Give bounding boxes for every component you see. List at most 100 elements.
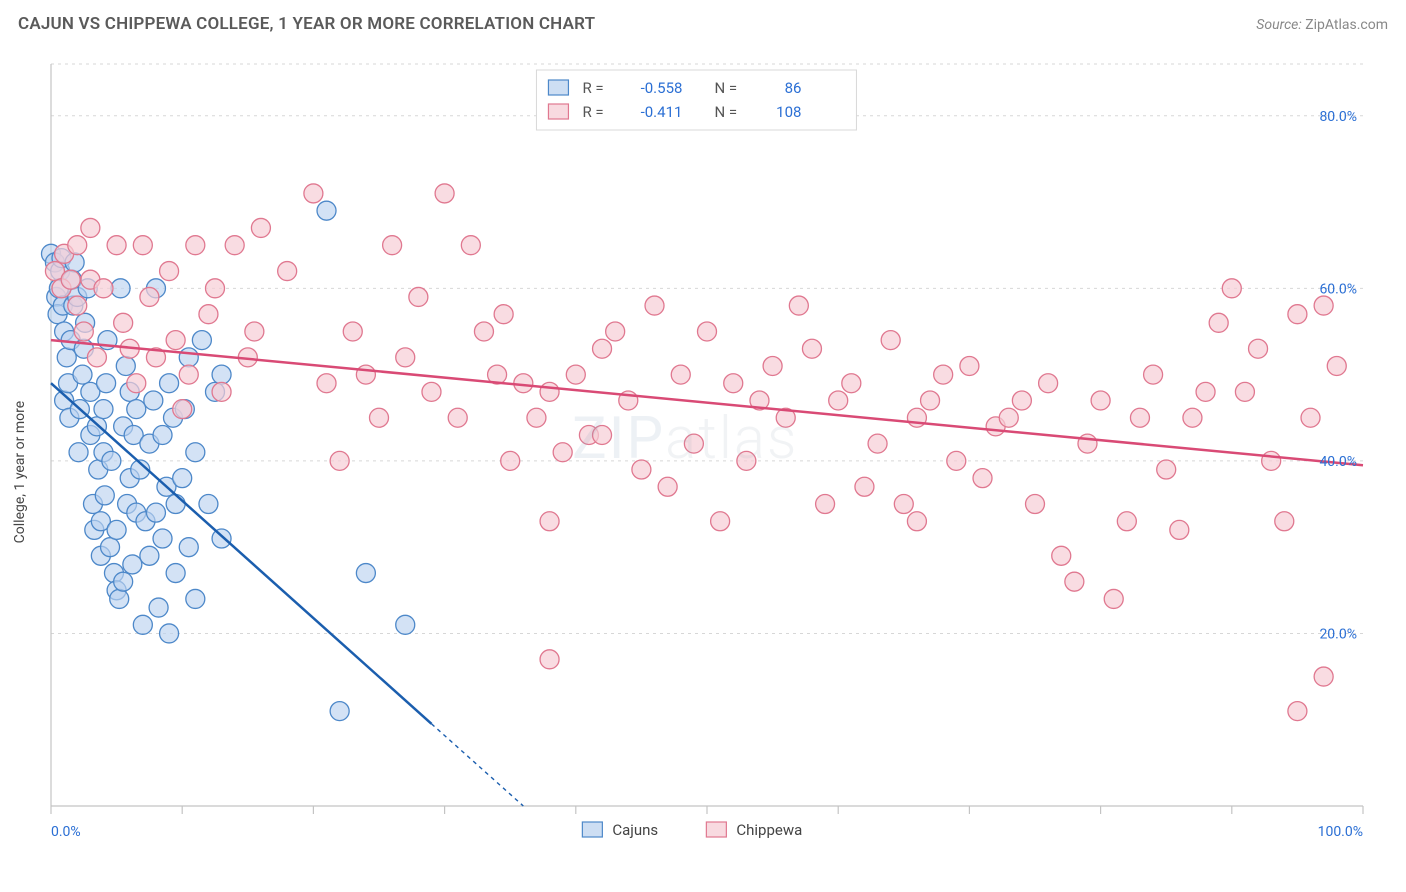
data-point-chippewa: [61, 270, 80, 289]
data-point-chippewa: [383, 236, 402, 255]
data-point-chippewa: [1288, 305, 1307, 324]
data-point-chippewa: [1026, 495, 1045, 514]
data-point-chippewa: [422, 382, 441, 401]
data-point-chippewa: [356, 365, 375, 384]
data-point-cajuns: [97, 374, 116, 393]
data-point-chippewa: [1157, 460, 1176, 479]
bottom-legend-label: Cajuns: [612, 821, 658, 839]
data-point-chippewa: [173, 400, 192, 419]
data-point-chippewa: [199, 305, 218, 324]
data-point-chippewa: [1262, 451, 1281, 470]
data-point-cajuns: [149, 598, 168, 617]
data-point-cajuns: [110, 589, 129, 608]
data-point-chippewa: [1301, 408, 1320, 427]
legend-stat-n-value: 86: [785, 79, 802, 97]
data-point-chippewa: [737, 451, 756, 470]
data-point-cajuns: [160, 624, 179, 643]
data-point-chippewa: [212, 382, 231, 401]
data-point-cajuns: [192, 331, 211, 350]
data-point-chippewa: [206, 279, 225, 298]
data-point-chippewa: [684, 434, 703, 453]
data-point-cajuns: [127, 400, 146, 419]
data-point-chippewa: [816, 495, 835, 514]
data-point-chippewa: [802, 339, 821, 358]
data-point-chippewa: [107, 236, 126, 255]
data-point-cajuns: [212, 365, 231, 384]
data-point-chippewa: [698, 322, 717, 341]
legend-stat-n-label: N =: [714, 79, 737, 97]
data-point-chippewa: [514, 374, 533, 393]
data-point-cajuns: [140, 546, 159, 565]
data-point-chippewa: [947, 451, 966, 470]
data-point-chippewa: [632, 460, 651, 479]
data-point-chippewa: [1235, 382, 1254, 401]
data-point-chippewa: [186, 236, 205, 255]
data-point-chippewa: [68, 296, 87, 315]
data-point-chippewa: [1170, 520, 1189, 539]
data-point-cajuns: [94, 400, 113, 419]
y-axis-title: College, 1 year or more: [12, 401, 28, 543]
data-point-cajuns: [212, 529, 231, 548]
data-point-chippewa: [81, 218, 100, 237]
data-point-cajuns: [107, 520, 126, 539]
legend-stat-r-label: R =: [582, 103, 603, 121]
data-point-chippewa: [127, 374, 146, 393]
data-point-cajuns: [133, 615, 152, 634]
data-point-chippewa: [278, 262, 297, 281]
data-point-chippewa: [658, 477, 677, 496]
legend-stat-r-value: -0.411: [641, 103, 683, 121]
data-point-chippewa: [461, 236, 480, 255]
data-point-cajuns: [123, 555, 142, 574]
data-point-chippewa: [1183, 408, 1202, 427]
data-point-chippewa: [868, 434, 887, 453]
data-point-chippewa: [251, 218, 270, 237]
legend-swatch: [548, 80, 568, 95]
legend-stat-r-label: R =: [582, 79, 603, 97]
data-point-chippewa: [934, 365, 953, 384]
data-point-chippewa: [1222, 279, 1241, 298]
y-tick-label: 80.0%: [1319, 109, 1357, 125]
data-point-chippewa: [973, 469, 992, 488]
data-point-chippewa: [711, 512, 730, 531]
legend-stat-r-value: -0.558: [641, 79, 683, 97]
bottom-legend-swatch: [706, 822, 726, 837]
data-point-cajuns: [173, 469, 192, 488]
data-point-chippewa: [160, 262, 179, 281]
legend-swatch: [548, 104, 568, 119]
legend-stat-n-value: 108: [776, 103, 801, 121]
trend-line-chippewa: [51, 340, 1363, 465]
data-point-chippewa: [553, 443, 572, 462]
x-tick-label: 0.0%: [51, 824, 81, 840]
data-point-chippewa: [881, 331, 900, 350]
data-point-chippewa: [1117, 512, 1136, 531]
data-point-chippewa: [1275, 512, 1294, 531]
data-point-chippewa: [304, 184, 323, 203]
data-point-chippewa: [999, 408, 1018, 427]
data-point-chippewa: [74, 322, 93, 341]
data-point-chippewa: [527, 408, 546, 427]
data-point-chippewa: [245, 322, 264, 341]
data-point-chippewa: [1249, 339, 1268, 358]
bottom-legend-swatch: [582, 822, 602, 837]
data-point-cajuns: [186, 443, 205, 462]
data-point-cajuns: [111, 279, 130, 298]
data-point-chippewa: [1314, 296, 1333, 315]
bottom-legend-label: Chippewa: [736, 821, 802, 839]
data-point-chippewa: [179, 365, 198, 384]
data-point-chippewa: [1091, 391, 1110, 410]
y-tick-label: 60.0%: [1319, 281, 1357, 297]
data-point-chippewa: [763, 356, 782, 375]
data-point-chippewa: [1196, 382, 1215, 401]
data-point-chippewa: [94, 279, 113, 298]
data-point-chippewa: [645, 296, 664, 315]
data-point-chippewa: [1327, 356, 1346, 375]
data-point-cajuns: [69, 443, 88, 462]
data-point-cajuns: [179, 348, 198, 367]
data-point-chippewa: [166, 331, 185, 350]
data-point-chippewa: [1209, 313, 1228, 332]
data-point-chippewa: [789, 296, 808, 315]
data-point-chippewa: [409, 287, 428, 306]
data-point-chippewa: [396, 348, 415, 367]
data-point-cajuns: [199, 495, 218, 514]
data-point-cajuns: [101, 538, 120, 557]
